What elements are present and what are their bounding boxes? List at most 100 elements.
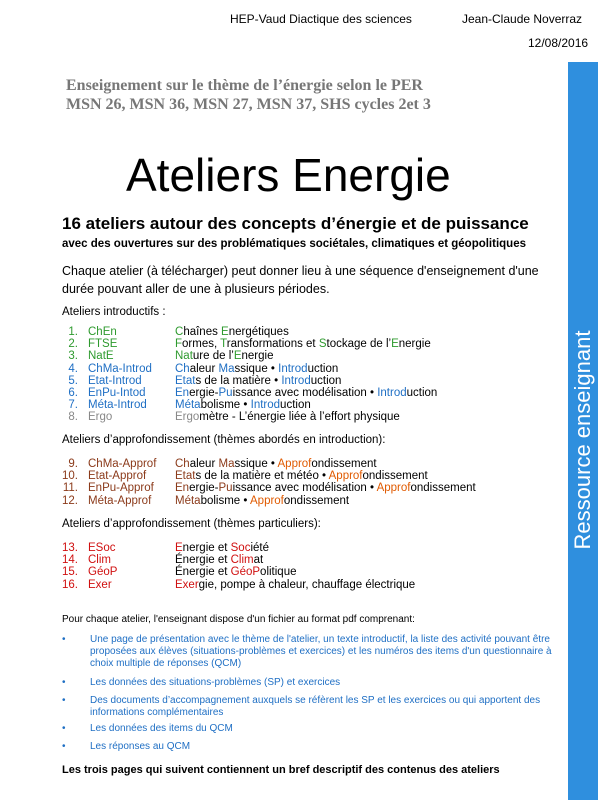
workshop-title: Métabolisme • Introduction	[175, 399, 311, 411]
title-part: Approf	[277, 458, 312, 470]
bullet: •	[62, 677, 66, 688]
workshop-row: 5. Etat-Introd Etats de la matière • Intro…	[0, 375, 568, 387]
subject-line: Enseignement sur le thème de l’énergie s…	[66, 77, 423, 94]
title-part: Introd	[278, 362, 308, 375]
workshop-title: Energie et Société	[175, 542, 269, 554]
title-part: E	[221, 326, 229, 338]
workshop-code: ChEn	[88, 326, 117, 338]
title-part: Etat	[175, 374, 196, 387]
workshop-number: 2.	[68, 338, 78, 351]
title-part: uction	[280, 399, 311, 412]
workshop-code: ChMa-Approf	[88, 458, 157, 470]
workshop-number: 12.	[62, 494, 78, 507]
title-part: F	[175, 338, 183, 351]
title-part: bolisme •	[200, 399, 251, 412]
title-part: É	[175, 554, 183, 567]
title-part: gie, pompe à chaleur, chauffage électriq…	[198, 578, 416, 591]
workshop-row: 15. GéoP Énergie et GéoPolitique	[0, 566, 568, 578]
workshop-title: Energie-Puissance avec modélisation • In…	[175, 387, 437, 399]
workshop-title: Etats de la matière • Introduction	[175, 375, 341, 387]
title-part: Approf	[250, 494, 284, 507]
workshop-code: Méta-Approf	[88, 494, 152, 507]
bullet: •	[62, 695, 66, 706]
title-part: Ch	[175, 362, 190, 375]
title-part: Méta	[175, 494, 201, 507]
title-part: nergétiques	[228, 326, 289, 338]
workshop-row: 7. Méta-Introd Métabolisme • Introduction	[0, 399, 568, 411]
workshop-number: 13.	[62, 542, 78, 554]
intro: Chaque atelier (à télécharger) peut donn…	[62, 264, 539, 296]
title-part: ergie-	[189, 387, 219, 399]
title-part: Approf	[376, 482, 411, 495]
title-part: s de la matière •	[195, 374, 282, 387]
workshop-number: 8.	[68, 411, 78, 424]
title-part: En	[175, 482, 190, 495]
title-part: E	[233, 350, 242, 363]
workshop-row: 9. ChMa-Approf Chaleur Massique • Approfon…	[0, 458, 568, 470]
title-part: Ma	[218, 362, 235, 375]
title-part: aleur	[189, 458, 219, 470]
workshop-number: 3.	[68, 350, 78, 363]
workshop-code: Clim	[88, 554, 111, 567]
title-part: Clim	[230, 554, 254, 567]
subject-line: MSN 26, MSN 36, MSN 27, MSN 37, SHS cycl…	[66, 96, 431, 113]
workshop-title: Chaleur Massique • Introduction	[175, 363, 338, 375]
workshop-row: 10. Etat-Approf Etats de la matière et mét…	[0, 470, 568, 482]
title-part: ssique •	[234, 362, 279, 375]
title-part: olitique	[260, 566, 297, 579]
title-part: nergie	[398, 338, 431, 351]
title-part: nergie	[241, 350, 274, 363]
title-part: Etat	[175, 470, 196, 483]
title-part: bolisme •	[200, 494, 250, 507]
workshop-code: EnPu-Intod	[88, 387, 146, 399]
section-label: Ateliers d’approfondissement (thèmes abo…	[62, 434, 386, 446]
workshop-row: 8. Ergo Ergomètre - L’énergie liée à l’eff…	[0, 411, 568, 423]
title-part: Ma	[218, 458, 235, 470]
workshop-row: 14. Clim Énergie et Climat	[0, 554, 568, 566]
title-part: Soc	[230, 542, 251, 554]
title-part: uction	[310, 374, 342, 387]
workshop-number: 15.	[62, 566, 78, 579]
title-part: E	[175, 542, 183, 554]
header-date: 12/08/2016	[528, 36, 589, 50]
workshop-number: 10.	[62, 470, 78, 483]
title-part: Ergo	[175, 411, 200, 424]
title-part: nergie et	[182, 542, 231, 554]
title-part: Ch	[175, 458, 190, 470]
title-part: ondissement	[283, 494, 350, 507]
title-part: GéoP	[230, 566, 261, 579]
workshop-title: Exergie, pompe à chaleur, chauffage élec…	[175, 579, 415, 591]
title-part: Approf	[328, 470, 363, 483]
title-part: ormes,	[182, 338, 221, 351]
workshop-title: Chaînes Energétiques	[175, 326, 289, 338]
workshop-row: 6. EnPu-Intod Energie-Puissance avec modél…	[0, 387, 568, 399]
title-part: Pu	[218, 482, 233, 495]
sidebar	[568, 62, 598, 800]
workshop-title: Formes, Transformations et Stockage de l…	[175, 338, 431, 350]
title-part: at	[253, 554, 264, 567]
title-part: ergie-	[189, 482, 219, 495]
workshop-code: Ergo	[88, 411, 113, 424]
workshop-row: 13. ESoc Energie et Société	[0, 542, 568, 554]
file-item: Les données des items du QCM	[90, 723, 233, 734]
title-part: nergie et	[182, 566, 231, 579]
workshop-code: Méta-Introd	[88, 399, 147, 412]
workshop-row: 1. ChEn Chaînes Energétiques	[0, 326, 568, 338]
title-part: C	[175, 326, 184, 338]
title-part: mètre - L’énergie liée à l’effort physiq…	[199, 411, 400, 424]
workshop-row: 3. NatE Nature de l’Energie	[0, 350, 568, 362]
workshop-code: ESoc	[88, 542, 116, 554]
title-part: ssique •	[234, 458, 278, 470]
title-part: Nat	[175, 350, 193, 363]
file-item: Des documents d’accompagnement auxquels …	[90, 695, 541, 718]
workshop-title: Énergie et GéoPolitique	[175, 566, 297, 578]
title-part: haînes	[183, 326, 222, 338]
workshop-code: FTSE	[88, 338, 118, 351]
workshop-number: 16.	[62, 578, 78, 591]
title-part: S	[318, 338, 327, 351]
workshop-title: Chaleur Massique • Approfondissement	[175, 458, 377, 470]
workshop-row: 11. EnPu-Approf Energie-Puissance avec mod…	[0, 482, 568, 494]
title-part: nergie et	[182, 554, 231, 567]
section-label: Ateliers introductifs :	[62, 306, 166, 318]
